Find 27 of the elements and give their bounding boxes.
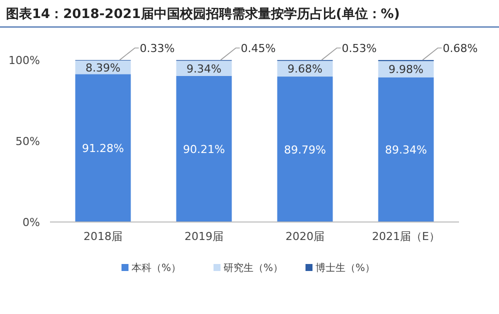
bar xyxy=(378,77,434,222)
x-tick-label: 2018届 xyxy=(84,230,123,243)
y-tick-label: 0% xyxy=(22,216,40,229)
bar xyxy=(277,76,333,222)
data-label: 89.34% xyxy=(385,144,427,157)
x-tick-label: 2020届 xyxy=(285,230,324,243)
chart-title: 图表14：2018-2021届中国校园招聘需求量按学历占比(单位：%) xyxy=(6,6,400,22)
legend-label: 博士生（%） xyxy=(316,262,376,274)
data-label: 90.21% xyxy=(183,142,225,156)
data-label: 89.79% xyxy=(284,143,326,156)
legend-label: 研究生（%） xyxy=(224,262,284,274)
data-label: 0.45% xyxy=(240,42,276,55)
x-tick-label: 2021届（E） xyxy=(372,230,440,243)
y-tick-label: 100% xyxy=(8,54,40,67)
data-label: 9.34% xyxy=(186,62,222,76)
data-label: 0.33% xyxy=(140,42,175,55)
legend-label: 本科（%） xyxy=(132,262,182,274)
data-label: 8.39% xyxy=(86,61,120,74)
data-label: 9.98% xyxy=(388,63,424,76)
bar xyxy=(75,74,131,222)
data-label: 0.68% xyxy=(442,42,478,55)
data-label: 9.68% xyxy=(288,62,322,76)
bar xyxy=(176,76,232,222)
data-label: 0.53% xyxy=(342,42,377,55)
x-tick-label: 2019届 xyxy=(184,230,224,243)
data-label: 91.28% xyxy=(82,142,124,156)
y-tick-label: 50% xyxy=(16,135,40,148)
